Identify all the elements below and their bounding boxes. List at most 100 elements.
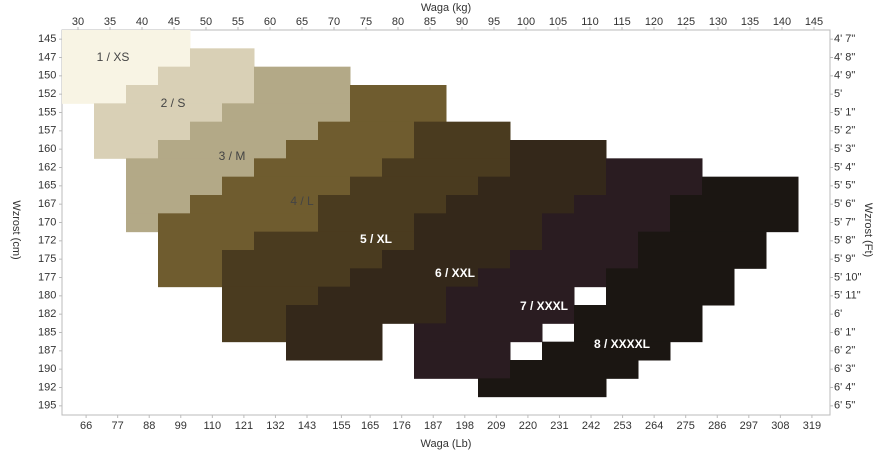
y-tick-label: 190 bbox=[38, 363, 56, 375]
y2-tick-label: 6' 5" bbox=[834, 400, 855, 412]
x-tick-label: 75 bbox=[360, 16, 372, 28]
x-tick-label: 35 bbox=[104, 16, 116, 28]
x2-tick-label: 187 bbox=[424, 420, 442, 432]
size-region bbox=[158, 66, 255, 86]
y2-tick-label: 4' 7" bbox=[834, 33, 855, 45]
x2-tick-label: 132 bbox=[266, 420, 284, 432]
y2-tick-label: 4' 8" bbox=[834, 51, 855, 63]
x2-tick-label: 155 bbox=[332, 420, 350, 432]
size-region bbox=[126, 158, 287, 178]
y2-tick-label: 5' 6" bbox=[834, 198, 855, 210]
x-tick-label: 100 bbox=[517, 16, 535, 28]
y-tick-label: 155 bbox=[38, 106, 56, 118]
x-tick-label: 65 bbox=[296, 16, 308, 28]
y-tick-label: 157 bbox=[38, 125, 56, 137]
y2-tick-label: 6' bbox=[834, 308, 842, 320]
x2-axis-title: Waga (Lb) bbox=[421, 438, 472, 450]
y-tick-label: 145 bbox=[38, 33, 56, 45]
size-region bbox=[702, 176, 799, 196]
y-tick-label: 162 bbox=[38, 161, 56, 173]
x-tick-label: 60 bbox=[264, 16, 276, 28]
size-region bbox=[254, 158, 383, 178]
x2-tick-label: 275 bbox=[677, 420, 695, 432]
y2-tick-label: 5' 5" bbox=[834, 180, 855, 192]
x2-tick-label: 308 bbox=[771, 420, 789, 432]
x-tick-label: 80 bbox=[392, 16, 404, 28]
y2-tick-label: 6' 2" bbox=[834, 345, 855, 357]
y-tick-label: 170 bbox=[38, 216, 56, 228]
x2-tick-label: 143 bbox=[298, 420, 316, 432]
size-region bbox=[670, 195, 799, 233]
x-tick-label: 95 bbox=[488, 16, 500, 28]
x2-tick-label: 176 bbox=[392, 420, 410, 432]
y-tick-label: 195 bbox=[38, 400, 56, 412]
y2-tick-label: 5' 8" bbox=[834, 235, 855, 247]
y2-tick-label: 6' 3" bbox=[834, 363, 855, 375]
size-region bbox=[510, 250, 639, 269]
size-region bbox=[286, 140, 415, 159]
y-tick-label: 147 bbox=[38, 51, 56, 63]
size-label: 5 / XL bbox=[360, 232, 392, 246]
y2-tick-label: 5' 3" bbox=[834, 143, 855, 155]
size-region bbox=[318, 286, 479, 306]
size-region bbox=[94, 103, 223, 123]
x2-tick-label: 88 bbox=[143, 420, 155, 432]
x-tick-label: 45 bbox=[168, 16, 180, 28]
y-axis-title: Wzrost (cm) bbox=[10, 200, 22, 259]
size-region bbox=[254, 231, 415, 251]
x2-tick-label: 99 bbox=[175, 420, 187, 432]
x2-tick-label: 242 bbox=[582, 420, 600, 432]
size-region bbox=[478, 176, 607, 196]
size-label: 2 / S bbox=[161, 96, 186, 110]
x-tick-label: 120 bbox=[645, 16, 663, 28]
x-tick-label: 90 bbox=[456, 16, 468, 28]
size-region bbox=[478, 378, 607, 398]
x2-tick-label: 77 bbox=[112, 420, 124, 432]
y-tick-label: 167 bbox=[38, 198, 56, 210]
x-tick-label: 85 bbox=[424, 16, 436, 28]
size-region bbox=[286, 323, 383, 361]
size-region bbox=[382, 158, 511, 178]
y2-axis-title: Wzrost (Ft) bbox=[862, 203, 874, 257]
y-tick-label: 160 bbox=[38, 143, 56, 155]
size-region bbox=[510, 140, 607, 178]
x2-tick-label: 121 bbox=[235, 420, 253, 432]
x-tick-label: 130 bbox=[709, 16, 727, 28]
y-tick-label: 172 bbox=[38, 235, 56, 247]
y-tick-label: 192 bbox=[38, 381, 56, 393]
size-region bbox=[350, 176, 479, 196]
size-region bbox=[286, 305, 447, 324]
x-tick-label: 55 bbox=[232, 16, 244, 28]
size-region bbox=[158, 140, 319, 159]
size-region bbox=[414, 213, 543, 251]
x2-tick-label: 66 bbox=[80, 420, 92, 432]
x-tick-label: 110 bbox=[581, 16, 599, 28]
y2-tick-label: 4' 9" bbox=[834, 70, 855, 82]
size-region bbox=[254, 66, 351, 104]
x-tick-label: 105 bbox=[549, 16, 567, 28]
y-tick-label: 182 bbox=[38, 308, 56, 320]
x-axis-title: Waga (kg) bbox=[421, 2, 471, 14]
size-label: 6 / XXL bbox=[435, 266, 475, 280]
y2-tick-label: 5' bbox=[834, 88, 842, 100]
x2-tick-label: 297 bbox=[740, 420, 758, 432]
y-tick-label: 177 bbox=[38, 271, 56, 283]
x2-tick-label: 198 bbox=[456, 420, 474, 432]
size-region bbox=[510, 360, 639, 379]
size-region bbox=[414, 341, 511, 379]
y2-tick-label: 6' 1" bbox=[834, 326, 855, 338]
x2-tick-label: 110 bbox=[204, 420, 222, 432]
x2-tick-label: 286 bbox=[708, 420, 726, 432]
size-region bbox=[606, 158, 703, 196]
size-region bbox=[478, 268, 607, 288]
x2-tick-label: 165 bbox=[361, 420, 379, 432]
size-region bbox=[446, 286, 575, 324]
size-label: 8 / XXXXL bbox=[594, 337, 650, 351]
size-region bbox=[126, 85, 255, 104]
y-tick-label: 180 bbox=[38, 290, 56, 302]
x-tick-label: 30 bbox=[72, 16, 84, 28]
x2-tick-label: 231 bbox=[550, 420, 568, 432]
x2-tick-label: 264 bbox=[645, 420, 663, 432]
y-tick-label: 175 bbox=[38, 253, 56, 265]
